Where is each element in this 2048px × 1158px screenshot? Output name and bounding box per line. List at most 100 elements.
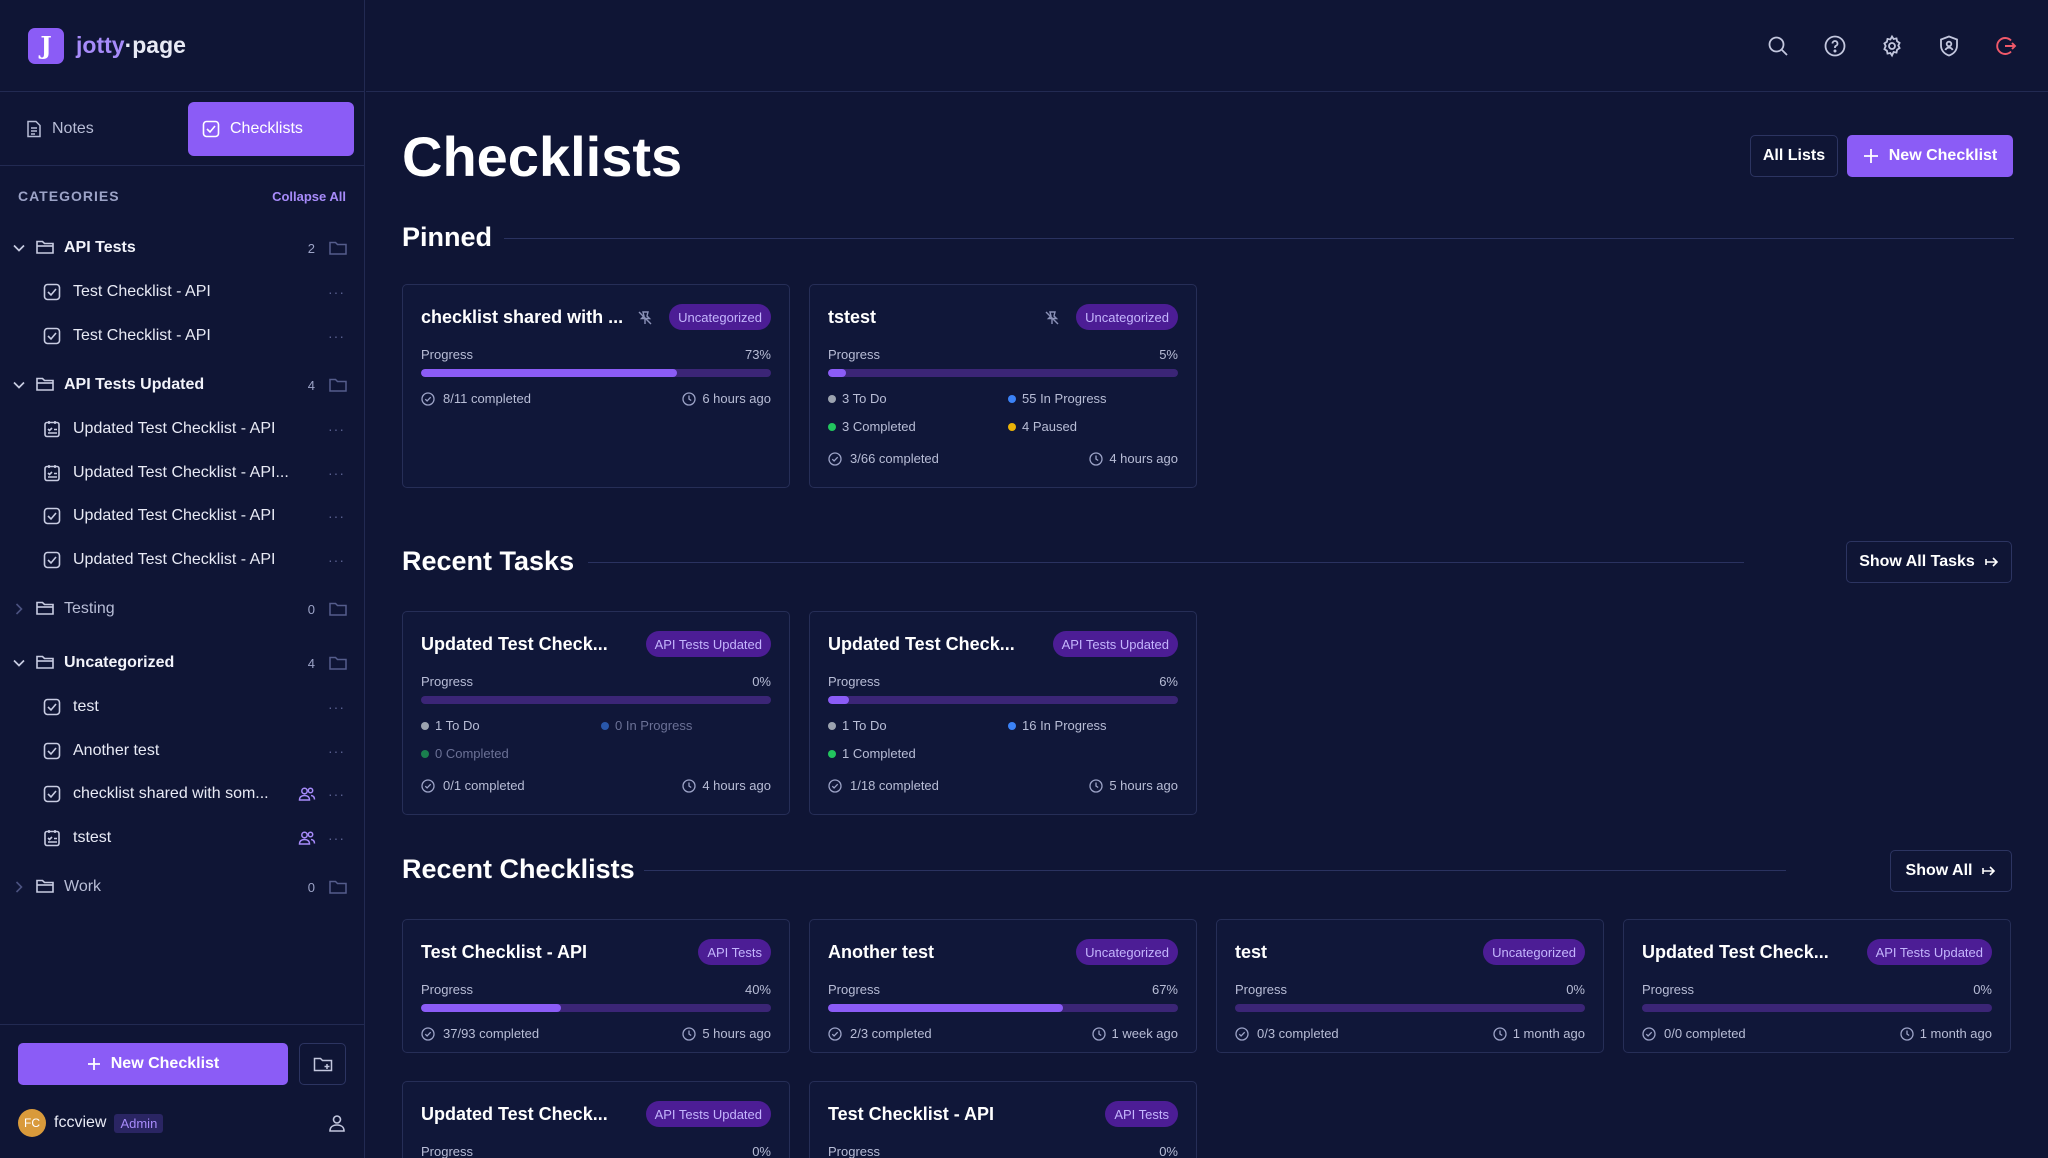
checklist-card[interactable]: Test Checklist - API API Tests Progress 0% [809,1081,1197,1158]
new-checklist-button[interactable]: New Checklist [1847,135,2013,177]
sidebar-checklist-item[interactable]: checklist shared with som... ··· [0,774,365,814]
folder-icon [36,654,54,672]
check-circle-icon [828,451,842,466]
category-api-tests-updated[interactable]: API Tests Updated 4 [0,363,365,407]
clock-icon [682,391,696,406]
more-options-icon[interactable]: ··· [328,829,345,846]
updated-time: 4 hours ago [1089,451,1178,466]
sidebar-checklist-item[interactable]: tstest ··· [0,818,365,858]
checklist-name: Updated Test Checklist - API [73,550,276,568]
completed-stat: 3 Completed [828,419,916,434]
checklist-card[interactable]: checklist shared with ... Uncategorized Pr… [402,284,790,488]
sidebar: J jotty·page Notes Checklists CATEGORIES… [0,0,365,1158]
help-icon[interactable] [1823,34,1847,58]
sidebar-checklist-item[interactable]: Updated Test Checklist - API ··· [0,409,365,449]
sidebar-checklist-item[interactable]: Updated Test Checklist - API ··· [0,496,365,536]
recent-checklists-title: Recent Checklists [402,854,635,884]
category-badge: Uncategorized [669,304,771,330]
card-title: checklist shared with ... [421,307,624,327]
folder-add-icon[interactable] [329,879,347,895]
checklist-card[interactable]: Updated Test Check... API Tests Updated Pr… [402,611,790,815]
more-options-icon[interactable]: ··· [328,742,345,759]
more-options-icon[interactable]: ··· [328,464,345,481]
sidebar-checklist-item[interactable]: Updated Test Checklist - API ··· [0,540,365,580]
user-row[interactable]: FC fccview Admin [18,1107,347,1139]
folder-add-icon[interactable] [329,601,347,617]
more-options-icon[interactable]: ··· [328,699,345,715]
unpin-icon[interactable] [1044,310,1060,326]
all-lists-button[interactable]: All Lists [1750,135,1838,177]
logout-icon[interactable] [1994,34,2018,58]
category-api-tests[interactable]: API Tests 2 [0,226,365,270]
check-circle-icon [421,391,435,406]
completed-count: 0/0 completed [1642,1026,1746,1041]
task-list-icon [43,829,61,847]
category-uncategorized[interactable]: Uncategorized 4 [0,641,365,685]
tab-notes[interactable]: Notes [12,102,178,156]
progress-percent: 67% [1151,982,1178,997]
sidebar-checklist-item[interactable]: Test Checklist - API ··· [0,272,365,312]
progress-percent: 0% [752,674,771,689]
more-options-icon[interactable]: ··· [328,284,345,300]
sidebar-checklist-item[interactable]: Test Checklist - API ··· [0,316,365,356]
shared-users-icon [298,785,316,803]
progress-bar [828,1004,1178,1012]
progress-label: Progress [1642,982,1695,997]
sidebar-new-checklist-label: New Checklist [110,1055,220,1072]
checklist-card[interactable]: test Uncategorized Progress 0% 0/3 completed… [1216,919,1604,1053]
checklist-name: checklist shared with som... [73,785,269,802]
gear-icon[interactable] [1880,34,1904,58]
todo-stat: 1 To Do [421,718,480,733]
checklist-card[interactable]: Updated Test Check... API Tests Updated Pr… [402,1081,790,1158]
chevron-down-icon[interactable] [10,381,28,389]
shield-user-icon[interactable] [1937,34,1961,58]
progress-percent: 0% [1159,1144,1178,1158]
clock-icon [1493,1026,1507,1041]
checklist-card[interactable]: Updated Test Check... API Tests Updated Pr… [809,611,1197,815]
tab-checklists[interactable]: Checklists [188,101,354,156]
category-badge: API Tests Updated [645,1101,771,1127]
progress-percent: 5% [1159,347,1178,362]
show-all-tasks-button[interactable]: Show All Tasks [1846,541,2012,583]
checklist-card[interactable]: Test Checklist - API API Tests Progress 40%… [402,919,790,1053]
progress-fill [828,369,846,377]
logo[interactable]: J jotty·page [0,0,364,92]
card-title: Updated Test Check... [421,634,608,654]
more-options-icon[interactable]: ··· [328,327,345,344]
more-options-icon[interactable]: ··· [328,551,345,568]
folder-add-icon[interactable] [329,240,347,256]
category-badge: Uncategorized [1076,939,1178,965]
chevron-down-icon[interactable] [10,244,28,252]
user-icon[interactable] [327,1113,347,1133]
sidebar-checklist-item[interactable]: Updated Test Checklist - API... ··· [0,453,365,493]
checklist-card[interactable]: Another test Uncategorized Progress 67% 2/3 … [809,919,1197,1053]
folder-add-icon[interactable] [329,377,347,393]
task-list-icon [43,420,61,438]
checklist-card[interactable]: tstest Uncategorized Progress 5% 3 To Do 55 I… [809,284,1197,488]
more-options-icon[interactable]: ··· [328,786,345,802]
section-divider [644,870,1786,871]
category-testing[interactable]: Testing 0 [0,587,365,631]
show-all-checklists-button[interactable]: Show All [1890,850,2012,892]
collapse-all-button[interactable]: Collapse All [272,188,346,204]
unpin-icon[interactable] [637,310,653,326]
more-options-icon[interactable]: ··· [328,508,345,524]
categories-title: CATEGORIES [18,188,120,204]
folder-add-icon[interactable] [329,655,347,671]
search-icon[interactable] [1766,34,1790,58]
sidebar-new-checklist-button[interactable]: New Checklist [18,1043,288,1085]
more-options-icon[interactable]: ··· [328,421,345,437]
progress-label: Progress [421,347,474,362]
in-progress-stat: 16 In Progress [1008,718,1107,733]
category-count: 0 [307,601,315,617]
chevron-down-icon[interactable] [10,659,28,667]
checklist-card[interactable]: Updated Test Check... API Tests Updated Pr… [1623,919,2011,1053]
sidebar-checklist-item[interactable]: Another test ··· [0,731,365,771]
new-category-button[interactable] [299,1043,346,1085]
card-title: Another test [828,942,935,962]
sidebar-checklist-item[interactable]: test ··· [0,687,365,727]
chevron-right-icon[interactable] [10,881,28,893]
updated-time: 4 hours ago [682,778,771,793]
category-work[interactable]: Work 0 [0,865,365,909]
chevron-right-icon[interactable] [10,603,28,615]
